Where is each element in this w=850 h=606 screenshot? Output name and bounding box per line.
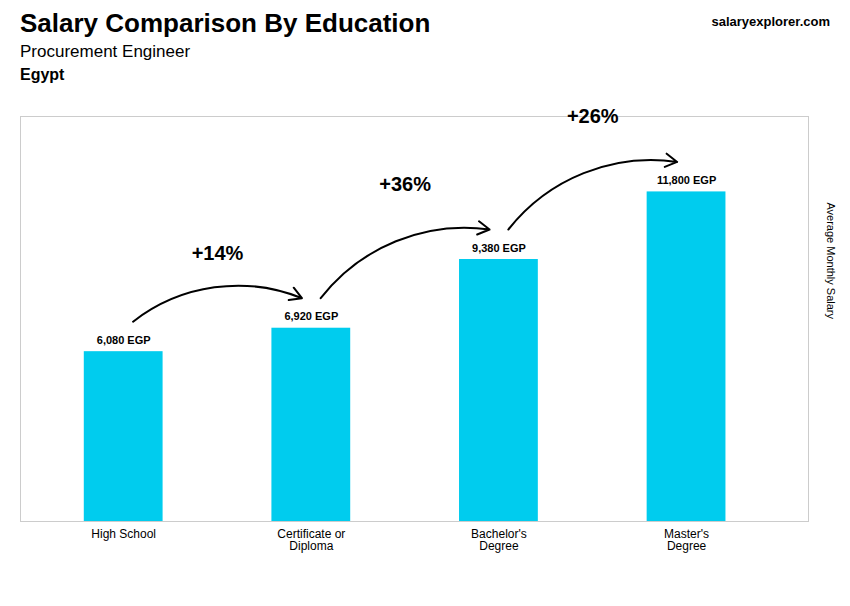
svg-text:Average Monthly Salary: Average Monthly Salary xyxy=(825,202,837,319)
html-text:salaryexplorer.com: salaryexplorer.com xyxy=(711,14,830,29)
svg-text:6,920 EGP: 6,920 EGP xyxy=(284,310,338,322)
html-text:Egypt: Egypt xyxy=(20,66,65,84)
svg-text:6,080 EGP: 6,080 EGP xyxy=(97,334,151,346)
html-text:Procurement Engineer: Procurement Engineer xyxy=(20,42,191,62)
svg-text:+36%: +36% xyxy=(379,173,431,195)
svg-text:Bachelor'sDegree: Bachelor'sDegree xyxy=(471,527,527,553)
svg-text:Certificate orDiploma: Certificate orDiploma xyxy=(277,527,345,553)
svg-text:Master'sDegree: Master'sDegree xyxy=(664,527,709,553)
svg-text:11,800 EGP: 11,800 EGP xyxy=(657,174,716,186)
svg-text:9,380 EGP: 9,380 EGP xyxy=(472,242,526,254)
html-text:Salary Comparison By Education: Salary Comparison By Education xyxy=(20,8,431,38)
svg-text:High School: High School xyxy=(91,527,156,541)
svg-text:+14%: +14% xyxy=(192,242,244,264)
svg-text:+26%: +26% xyxy=(567,105,619,127)
